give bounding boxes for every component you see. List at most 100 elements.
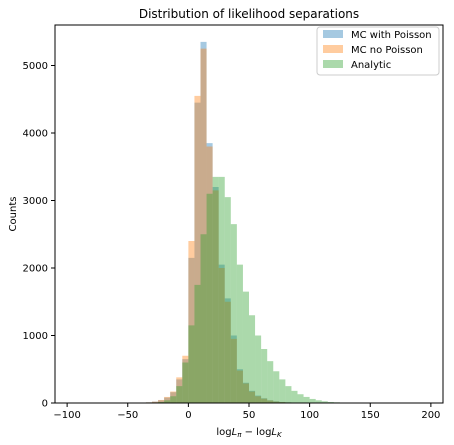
bar	[285, 386, 292, 404]
bar	[267, 361, 274, 403]
bar	[273, 401, 280, 403]
bar	[200, 234, 207, 403]
bar	[291, 390, 298, 403]
bar	[164, 400, 171, 403]
bar	[236, 370, 243, 403]
bar	[255, 335, 262, 403]
legend-label: MC with Poisson	[351, 30, 432, 41]
y-tick-label: 5000	[23, 61, 48, 72]
bar	[200, 41, 207, 404]
bar	[194, 95, 201, 404]
bar	[321, 401, 328, 403]
legend: MC with Poisson MC no Poisson Analytic	[316, 26, 440, 76]
bar	[242, 382, 249, 403]
bar	[249, 315, 256, 403]
y-axis-title: Counts	[8, 197, 19, 232]
y-tick-label: 1000	[23, 331, 48, 342]
x-axis-title: logLπ − logLK	[216, 427, 283, 439]
bar	[242, 291, 249, 404]
series-mc-no-poisson	[139, 48, 322, 404]
bar	[303, 396, 310, 403]
bar	[279, 379, 286, 404]
bar	[273, 401, 280, 403]
legend-frame	[316, 26, 440, 76]
bar	[315, 400, 322, 403]
bar	[158, 400, 165, 403]
bar	[218, 176, 225, 404]
bar	[236, 264, 243, 404]
y-tick-label: 2000	[23, 264, 48, 275]
bar	[152, 401, 159, 403]
bar	[255, 396, 262, 403]
plot-area: −100 −50 0 50 100 150 200 0 1000 2000 3000 4000 500…	[23, 24, 444, 421]
bar	[230, 224, 237, 404]
bar	[176, 386, 183, 404]
series-analytic	[145, 176, 371, 404]
x-tick-label: 0	[185, 410, 191, 421]
bar	[176, 379, 183, 404]
bar	[236, 369, 243, 403]
legend-swatch	[323, 45, 343, 53]
series-mc-with-poisson	[139, 41, 328, 404]
x-tick-label: −50	[117, 410, 138, 421]
bar	[255, 395, 262, 403]
bar	[164, 397, 171, 403]
bar	[164, 396, 171, 403]
bar	[224, 298, 231, 404]
x-axis-ticks: −100 −50 0 50 100 150 200	[53, 403, 440, 421]
bar	[212, 176, 219, 404]
bar	[194, 284, 201, 404]
bar	[200, 48, 207, 404]
y-tick-label: 4000	[23, 129, 48, 140]
bar	[267, 400, 274, 403]
bar	[170, 391, 177, 403]
bar	[158, 399, 165, 403]
bar	[224, 197, 231, 403]
bar	[188, 257, 195, 404]
legend-swatch	[323, 60, 343, 68]
x-tick-label: −100	[53, 410, 80, 421]
bar	[212, 190, 219, 404]
bar	[206, 193, 213, 403]
histogram-bars	[139, 41, 371, 404]
bar	[182, 362, 189, 403]
y-axis-ticks: 0 1000 2000 3000 4000 5000	[23, 61, 55, 410]
bar	[194, 102, 201, 404]
bar	[249, 391, 256, 403]
bar	[297, 394, 304, 403]
bar	[242, 383, 249, 403]
bar	[230, 335, 237, 403]
x-tick-label: 100	[300, 410, 319, 421]
bar	[273, 371, 280, 403]
bar	[182, 359, 189, 404]
bar	[176, 377, 183, 403]
bar	[206, 143, 213, 404]
legend-swatch	[323, 30, 343, 38]
bar	[261, 398, 268, 403]
bar	[261, 349, 268, 403]
bar	[279, 401, 286, 403]
bar	[158, 401, 165, 403]
chart-title: Distribution of likelihood separations	[139, 7, 359, 21]
bar	[224, 301, 231, 403]
bar	[182, 355, 189, 403]
bar	[267, 400, 274, 403]
bar	[261, 398, 268, 403]
x-tick-label: 50	[243, 410, 256, 421]
bar	[170, 392, 177, 403]
bar	[206, 146, 213, 403]
bar	[327, 401, 334, 403]
bar	[170, 396, 177, 403]
y-tick-label: 0	[42, 399, 48, 410]
bar	[230, 338, 237, 404]
x-tick-label: 150	[361, 410, 380, 421]
bar	[218, 268, 225, 403]
legend-label: MC no Poisson	[351, 45, 423, 56]
bar	[152, 401, 159, 403]
bar	[212, 187, 219, 403]
bar	[188, 241, 195, 403]
bar	[249, 390, 256, 403]
bar	[188, 325, 195, 404]
legend-label: Analytic	[351, 60, 391, 71]
